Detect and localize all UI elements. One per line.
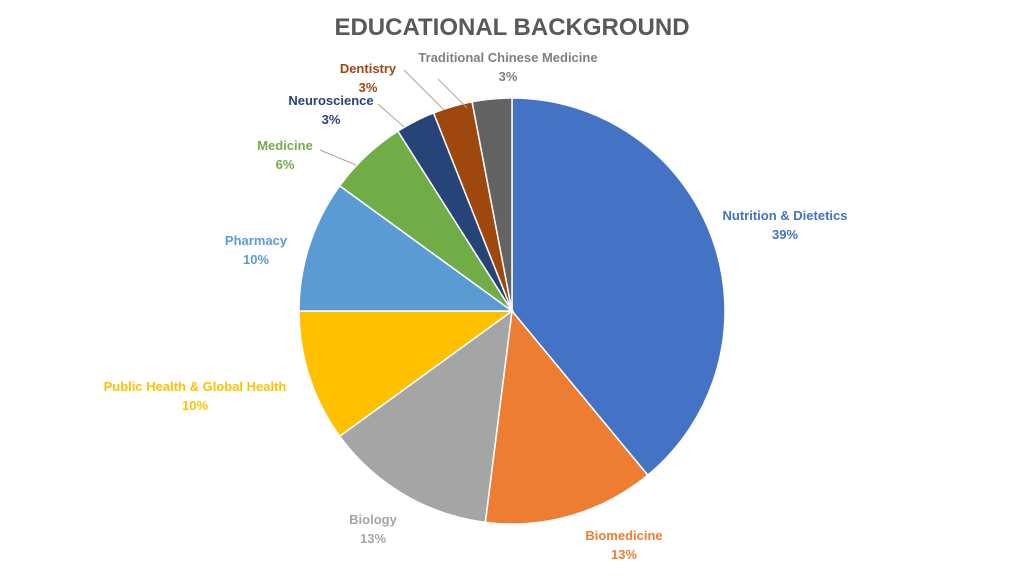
leader-lines xyxy=(319,69,468,166)
slice-category-label: Neuroscience xyxy=(288,93,373,108)
slice-value-label: 39% xyxy=(772,227,798,242)
slice-value-label: 10% xyxy=(243,252,269,267)
pie-slices xyxy=(298,97,726,525)
slice-value-label: 3% xyxy=(499,69,518,84)
slice-category-label: Biology xyxy=(349,512,397,527)
pie-slice-nutrition-dietetics xyxy=(511,97,726,477)
slice-value-label: 3% xyxy=(322,112,341,127)
slice-category-label: Public Health & Global Health xyxy=(104,379,287,394)
slice-category-label: Biomedicine xyxy=(585,528,662,543)
slice-label: Traditional Chinese Medicine 3% xyxy=(418,50,597,84)
slice-value-label: 3% xyxy=(359,80,378,95)
slice-value-label: 6% xyxy=(276,157,295,172)
slice-value-label: 13% xyxy=(611,547,637,562)
leader-line xyxy=(403,69,445,111)
chart-title: EDUCATIONAL BACKGROUND xyxy=(334,14,689,41)
pie-slice-public-health-global-health xyxy=(298,310,515,438)
leader-line xyxy=(319,149,357,166)
slice-category-label: Nutrition & Dietetics xyxy=(723,208,848,223)
slice-category-label: Traditional Chinese Medicine xyxy=(418,50,597,65)
leader-line xyxy=(377,103,405,128)
pie-slice-traditional-chinese-medicine xyxy=(471,97,513,312)
slice-category-label: Medicine xyxy=(257,138,313,153)
slice-label: Nutrition & Dietetics 39% xyxy=(723,208,848,242)
slice-label: Biomedicine 13% xyxy=(585,528,662,562)
slice-label: Biology 13% xyxy=(349,512,397,546)
slice-label: Pharmacy 10% xyxy=(225,233,288,267)
pie-slice-biomedicine xyxy=(484,309,649,525)
slice-labels: Nutrition & Dietetics 39%Biomedicine 13%Bi… xyxy=(104,50,848,562)
slice-label: Public Health & Global Health 10% xyxy=(104,379,287,413)
pie-slice-biology xyxy=(338,309,513,524)
slice-label: Medicine 6% xyxy=(257,138,313,172)
slice-label: Neuroscience 3% xyxy=(288,93,373,127)
slice-label: Dentistry 3% xyxy=(340,61,397,95)
slice-category-label: Dentistry xyxy=(340,61,397,76)
slice-category-label: Pharmacy xyxy=(225,233,288,248)
pie-slice-pharmacy xyxy=(298,184,515,312)
slice-value-label: 10% xyxy=(182,398,208,413)
slice-value-label: 13% xyxy=(360,531,386,546)
leader-line xyxy=(437,78,468,109)
